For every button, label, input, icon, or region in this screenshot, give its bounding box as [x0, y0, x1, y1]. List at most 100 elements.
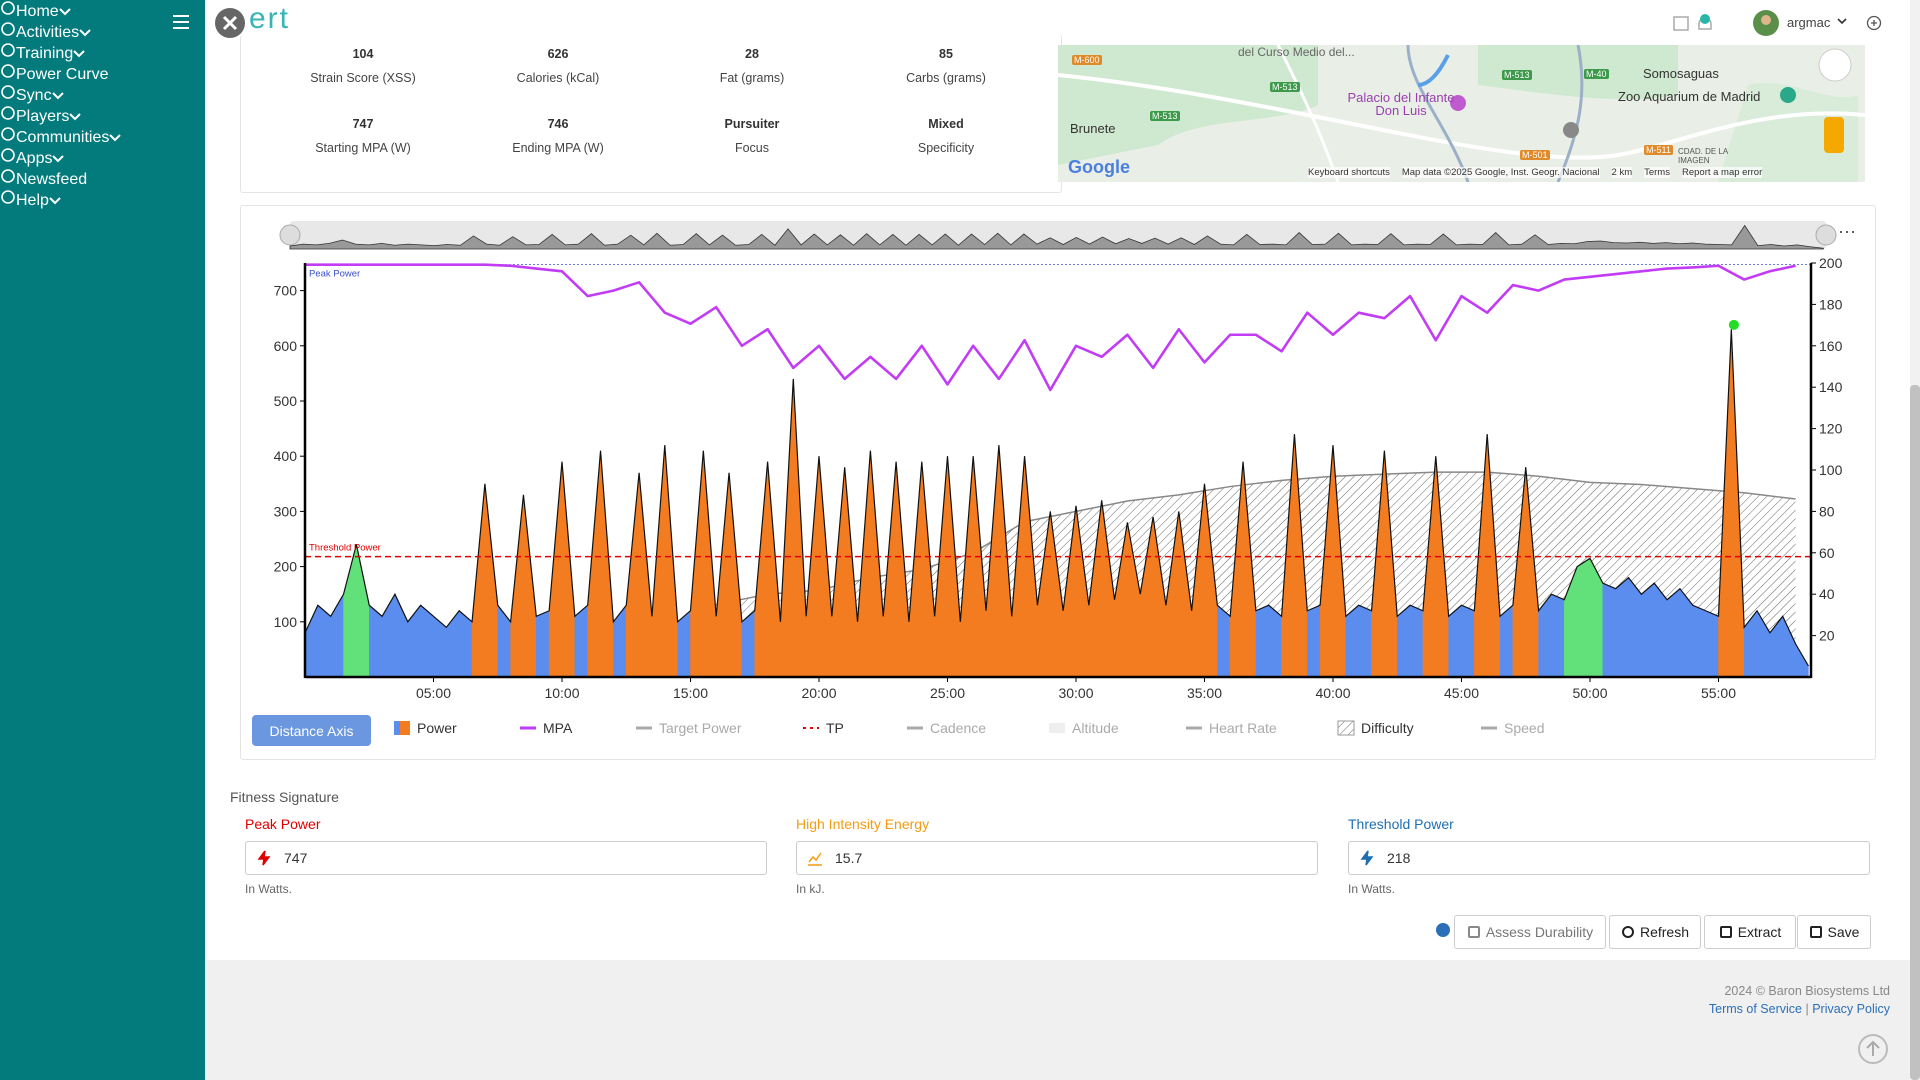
scrollbar[interactable]	[1910, 0, 1920, 1080]
y-tick-label: 600	[274, 338, 298, 354]
x-tick-label: 45:00	[1444, 685, 1479, 701]
power-area	[703, 450, 717, 678]
nav-item[interactable]: Apps	[0, 147, 205, 168]
legend-swatch	[394, 721, 410, 735]
power-area	[651, 445, 666, 678]
map-place: Somosaguas	[1643, 66, 1719, 81]
legend-item[interactable]: TP	[802, 720, 844, 736]
field-input[interactable]: 218	[1348, 841, 1870, 875]
x-tick-label: 55:00	[1701, 685, 1736, 701]
field-input[interactable]: 747	[245, 841, 767, 875]
field-value: 218	[1387, 850, 1411, 866]
map-footer[interactable]: Keyboard shortcuts	[1308, 167, 1390, 178]
field-label: Threshold Power	[1348, 816, 1454, 832]
header-icons[interactable]	[1673, 14, 1723, 34]
user-chevron[interactable]	[1837, 18, 1847, 26]
section-title: Fitness Signature	[230, 789, 339, 805]
x-tick-label: 25:00	[930, 685, 965, 701]
map-footer[interactable]: 2 km	[1611, 167, 1633, 178]
power-area	[1576, 557, 1591, 678]
map-footer[interactable]: Map data ©2025 Google, Inst. Geogr. Naci…	[1401, 167, 1600, 178]
legend-item[interactable]: Altitude	[1048, 720, 1119, 736]
legend-swatch	[520, 726, 536, 730]
x-tick-label: 15:00	[673, 685, 708, 701]
x-tick-label: 50:00	[1572, 685, 1607, 701]
avatar[interactable]	[1752, 9, 1780, 37]
power-area	[304, 605, 319, 678]
nav-chevron	[69, 113, 82, 121]
power-area	[536, 610, 550, 678]
legend-item[interactable]: Difficulty	[1337, 720, 1414, 736]
legend-item[interactable]: MPA	[519, 720, 572, 736]
nav-label: Communities	[16, 129, 110, 146]
stat-label: Fat (grams)	[719, 71, 785, 85]
legend-item[interactable]: Power	[393, 720, 457, 736]
power-area	[715, 472, 730, 678]
action-button[interactable]: Refresh	[1609, 915, 1701, 949]
footer-link[interactable]: Terms of Service	[1708, 1002, 1802, 1016]
stat-label: Focus	[734, 141, 770, 155]
nav-item[interactable]: Power Curve	[0, 63, 205, 84]
nav-icon-shape	[1, 43, 15, 57]
nav-icon	[1, 127, 15, 141]
legend-swatch	[1186, 726, 1202, 730]
button-label: Extract	[1737, 924, 1782, 940]
nav-icon-shape	[1, 148, 15, 162]
nav-item[interactable]: Sync	[0, 84, 205, 105]
menu-toggle[interactable]	[172, 14, 190, 30]
nav-item[interactable]: Newsfeed	[0, 168, 205, 189]
mpa-line	[305, 263, 1796, 392]
power-area	[317, 604, 331, 678]
x-tick-label: 05:00	[416, 685, 451, 701]
legend-item[interactable]: Heart Rate	[1185, 720, 1277, 736]
power-area	[882, 461, 897, 678]
map-footer[interactable]: Terms	[1644, 167, 1670, 178]
x-tick-label: 10:00	[544, 685, 579, 701]
nav-item[interactable]: Help	[0, 189, 205, 210]
y2-tick-label: 180	[1819, 296, 1843, 312]
button-icon-shape	[1621, 926, 1634, 938]
button-icon	[1467, 926, 1480, 938]
action-button[interactable]: Save	[1797, 915, 1871, 949]
axis-button[interactable]: Distance Axis	[252, 715, 371, 746]
map-place: Brunete	[1070, 121, 1116, 136]
navigator-handle	[1815, 224, 1837, 246]
copyright: 2024 © Baron Biosystems Ltd	[1724, 984, 1890, 998]
map-footer[interactable]: Report a map error	[1681, 167, 1763, 178]
power-area	[1499, 604, 1514, 678]
action-button[interactable]: Assess Durability	[1454, 915, 1606, 949]
user-name[interactable]: argmac	[1787, 15, 1831, 30]
nav-item[interactable]: Activities	[0, 21, 205, 42]
x-tick-label: 20:00	[801, 685, 836, 701]
map[interactable]: Brunete Palacio del Infante Don Luis Somos…	[1058, 45, 1865, 182]
y-tick-label: 500	[274, 393, 298, 409]
logo-text: ert	[249, 2, 291, 35]
nav-item[interactable]: Communities	[0, 126, 205, 147]
power-area	[831, 467, 845, 678]
legend-item[interactable]: Speed	[1480, 720, 1544, 736]
action-button[interactable]: Extract	[1704, 915, 1796, 949]
power-area	[1641, 582, 1655, 678]
field-icon-shape	[257, 850, 271, 866]
nav-chevron	[109, 134, 122, 142]
nav-item[interactable]: Home	[0, 0, 205, 21]
legend-label: Target Power	[659, 720, 742, 736]
nav-icon	[1, 190, 15, 204]
nav-item[interactable]: Training	[0, 42, 205, 63]
legend-label: Heart Rate	[1209, 720, 1277, 736]
add-icon[interactable]	[1866, 15, 1882, 31]
nav-icon-shape	[1, 85, 15, 99]
legend-swatch	[803, 727, 819, 729]
legend-swatch	[1481, 726, 1497, 730]
power-area	[330, 593, 344, 678]
field-input[interactable]: 15.7	[796, 841, 1318, 875]
nav-label: Sync	[16, 87, 52, 104]
power-area	[510, 494, 524, 678]
footer-link[interactable]: Privacy Policy	[1812, 1002, 1890, 1016]
nav-item[interactable]: Players	[0, 105, 205, 126]
swatch	[394, 721, 400, 735]
legend-item[interactable]: Target Power	[635, 720, 741, 736]
scroll-top[interactable]	[1857, 1033, 1889, 1065]
legend-item[interactable]: Cadence	[906, 720, 986, 736]
nav-icon-shape	[1, 169, 15, 183]
